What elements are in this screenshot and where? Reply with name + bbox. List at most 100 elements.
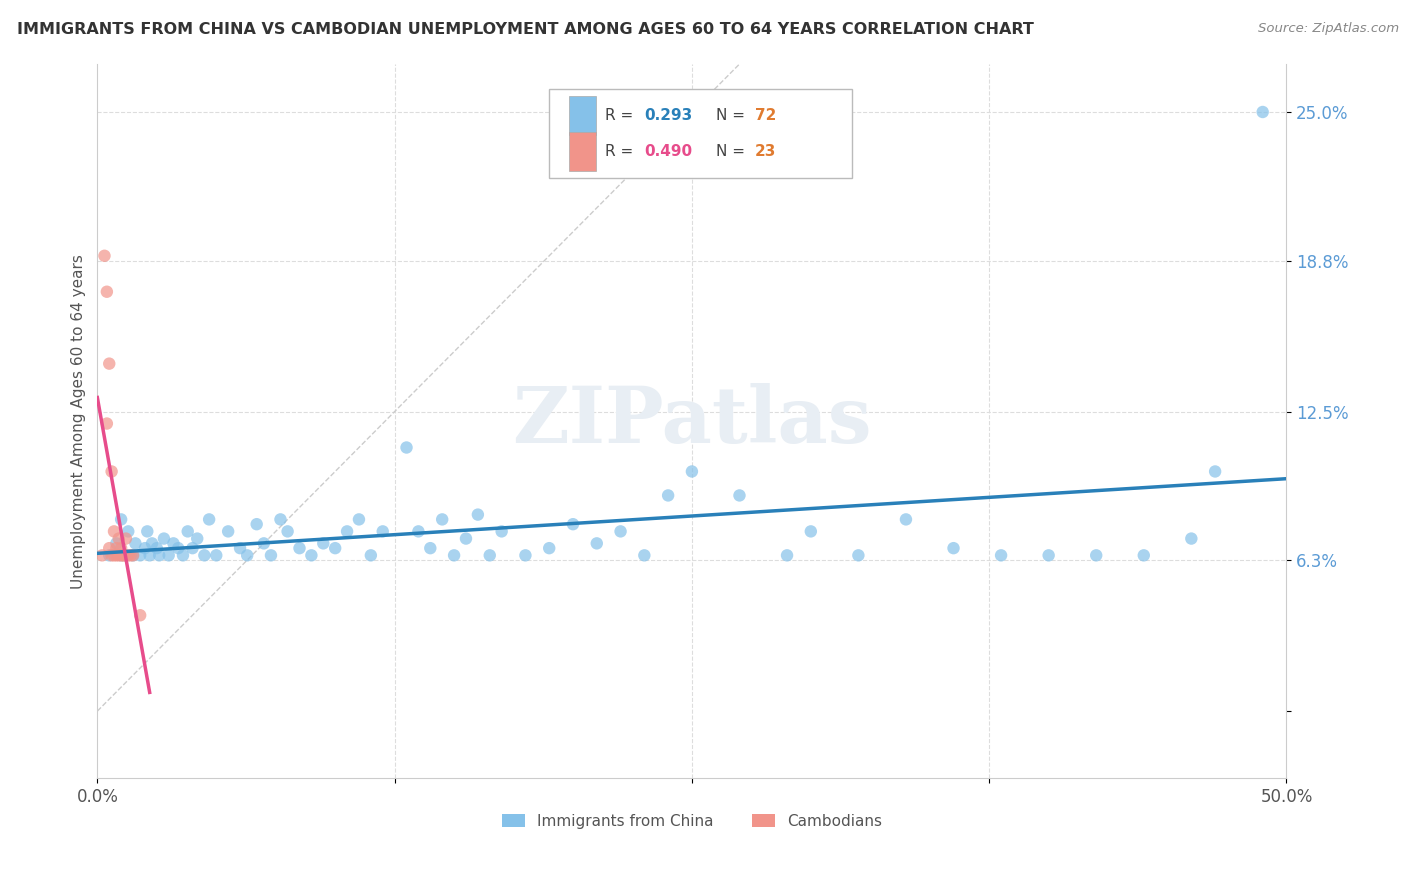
Point bbox=[157, 549, 180, 563]
Point bbox=[110, 541, 132, 556]
Y-axis label: Unemployment Among Ages 60 to 64 years: Unemployment Among Ages 60 to 64 years bbox=[72, 253, 86, 589]
Point bbox=[217, 524, 239, 539]
Point bbox=[177, 524, 200, 539]
Point bbox=[98, 541, 121, 556]
Point bbox=[1204, 465, 1226, 479]
Point bbox=[129, 608, 152, 623]
Point bbox=[681, 465, 703, 479]
Point bbox=[848, 549, 870, 563]
Point bbox=[562, 517, 585, 532]
Point bbox=[122, 549, 145, 563]
Point bbox=[432, 512, 454, 526]
Point bbox=[246, 517, 269, 532]
Point bbox=[129, 549, 152, 563]
Point bbox=[491, 524, 513, 539]
Point bbox=[98, 357, 121, 371]
Point bbox=[167, 541, 190, 556]
Point bbox=[419, 541, 441, 556]
Point bbox=[800, 524, 823, 539]
Point bbox=[91, 549, 114, 563]
Point bbox=[336, 524, 359, 539]
Point bbox=[105, 549, 128, 563]
Point bbox=[609, 524, 631, 539]
Point bbox=[395, 441, 418, 455]
Point bbox=[323, 541, 346, 556]
Point bbox=[117, 549, 139, 563]
FancyBboxPatch shape bbox=[569, 96, 596, 136]
Point bbox=[153, 532, 176, 546]
Point bbox=[728, 488, 751, 502]
Point bbox=[1180, 532, 1202, 546]
Point bbox=[990, 549, 1012, 563]
Text: 0.490: 0.490 bbox=[644, 145, 693, 160]
Point bbox=[443, 549, 465, 563]
Point bbox=[93, 249, 115, 263]
Point bbox=[633, 549, 655, 563]
Point bbox=[538, 541, 561, 556]
Point bbox=[103, 524, 125, 539]
Point bbox=[776, 549, 799, 563]
Text: R =: R = bbox=[605, 145, 638, 160]
Point bbox=[115, 549, 138, 563]
Text: 23: 23 bbox=[755, 145, 776, 160]
Point bbox=[117, 524, 139, 539]
Point bbox=[172, 549, 194, 563]
Point bbox=[186, 532, 208, 546]
Point bbox=[122, 549, 145, 563]
Point bbox=[148, 549, 170, 563]
Point bbox=[110, 549, 132, 563]
Point bbox=[408, 524, 430, 539]
Point bbox=[478, 549, 501, 563]
Point bbox=[105, 536, 128, 550]
Point bbox=[260, 549, 283, 563]
Point bbox=[360, 549, 382, 563]
Point bbox=[138, 549, 160, 563]
Point bbox=[299, 549, 322, 563]
Point bbox=[107, 549, 129, 563]
Point bbox=[107, 532, 129, 546]
Point bbox=[288, 541, 311, 556]
Point bbox=[112, 549, 135, 563]
Point bbox=[134, 541, 156, 556]
Point bbox=[585, 536, 607, 550]
Text: Source: ZipAtlas.com: Source: ZipAtlas.com bbox=[1258, 22, 1399, 36]
Point bbox=[454, 532, 477, 546]
Point bbox=[277, 524, 299, 539]
Point bbox=[146, 541, 169, 556]
Point bbox=[105, 541, 128, 556]
Point bbox=[110, 549, 132, 563]
Point bbox=[124, 536, 146, 550]
Point bbox=[467, 508, 489, 522]
Point bbox=[205, 549, 228, 563]
Point bbox=[1251, 105, 1274, 120]
Text: ZIPatlas: ZIPatlas bbox=[512, 384, 872, 459]
Text: IMMIGRANTS FROM CHINA VS CAMBODIAN UNEMPLOYMENT AMONG AGES 60 TO 64 YEARS CORREL: IMMIGRANTS FROM CHINA VS CAMBODIAN UNEMP… bbox=[17, 22, 1033, 37]
Text: N =: N = bbox=[716, 145, 749, 160]
FancyBboxPatch shape bbox=[550, 89, 852, 178]
Point bbox=[894, 512, 917, 526]
Point bbox=[229, 541, 252, 556]
Point bbox=[371, 524, 394, 539]
Point bbox=[515, 549, 537, 563]
Point bbox=[162, 536, 184, 550]
Point bbox=[98, 549, 121, 563]
Point bbox=[181, 541, 204, 556]
Point bbox=[120, 549, 142, 563]
Point bbox=[253, 536, 276, 550]
Text: N =: N = bbox=[716, 108, 749, 123]
Point bbox=[141, 536, 163, 550]
Point bbox=[112, 549, 135, 563]
Point bbox=[347, 512, 370, 526]
Point bbox=[96, 285, 118, 299]
Text: 0.293: 0.293 bbox=[644, 108, 693, 123]
Point bbox=[942, 541, 965, 556]
FancyBboxPatch shape bbox=[569, 132, 596, 171]
Point bbox=[100, 465, 122, 479]
Point bbox=[1132, 549, 1154, 563]
Point bbox=[236, 549, 259, 563]
Point bbox=[193, 549, 215, 563]
Point bbox=[100, 549, 122, 563]
Point bbox=[110, 512, 132, 526]
Point bbox=[96, 417, 118, 431]
Point bbox=[657, 488, 679, 502]
